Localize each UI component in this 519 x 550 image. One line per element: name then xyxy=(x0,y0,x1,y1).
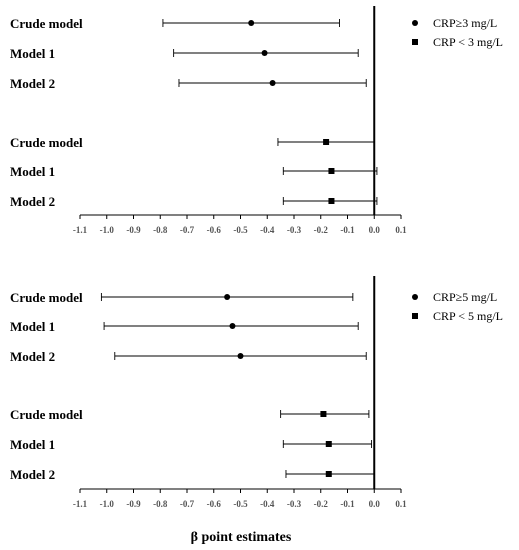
top-x-tick-label: 0.1 xyxy=(395,225,407,235)
bottom-x-tick-label: -1.0 xyxy=(100,499,115,509)
bottom-row-label: Model 2 xyxy=(10,467,55,482)
top-row-label: Crude model xyxy=(10,135,83,150)
top-x-tick-label: -0.2 xyxy=(314,225,329,235)
bottom-legend-square-marker xyxy=(412,313,418,319)
bottom-point-estimate-square xyxy=(320,411,327,417)
bottom-legend-label: CRP < 5 mg/L xyxy=(433,309,503,323)
top-point-estimate-circle xyxy=(269,80,276,86)
top-row-label: Model 2 xyxy=(10,76,55,91)
bottom-row-label: Model 1 xyxy=(10,319,55,334)
top-row-label: Model 2 xyxy=(10,194,55,209)
top-x-tick-label: -0.1 xyxy=(340,225,355,235)
bottom-x-tick-label: -0.7 xyxy=(180,499,195,509)
bottom-legend-circle-marker xyxy=(412,294,418,300)
bottom-x-tick-label: -0.2 xyxy=(314,499,329,509)
bottom-point-estimate-circle xyxy=(229,323,236,329)
top-x-tick-label: -0.6 xyxy=(207,225,222,235)
top-point-estimate-square xyxy=(328,198,335,204)
bottom-row-label: Crude model xyxy=(10,407,83,422)
top-x-tick-label: -0.9 xyxy=(126,225,141,235)
top-row-label: Crude model xyxy=(10,16,83,31)
top-x-tick-label: -0.4 xyxy=(260,225,275,235)
top-legend-circle-marker xyxy=(412,20,418,26)
top-row-label: Model 1 xyxy=(10,46,55,61)
bottom-x-tick-label: 0.0 xyxy=(369,499,381,509)
top-point-estimate-square xyxy=(323,139,330,145)
bottom-row-label: Crude model xyxy=(10,290,83,305)
bottom-x-tick-label: -1.1 xyxy=(73,499,88,509)
bottom-x-tick-label: -0.5 xyxy=(233,499,248,509)
bottom-x-tick-label: -0.4 xyxy=(260,499,275,509)
bottom-row-label: Model 1 xyxy=(10,437,55,452)
top-x-tick-label: -1.1 xyxy=(73,225,88,235)
bottom-x-tick-label: -0.3 xyxy=(287,499,302,509)
bottom-x-tick-label: -0.6 xyxy=(207,499,222,509)
x-axis-label: β point estimates xyxy=(191,530,292,545)
bottom-x-tick-label: -0.9 xyxy=(126,499,141,509)
top-x-tick-label: 0.0 xyxy=(369,225,381,235)
top-x-tick-label: -0.3 xyxy=(287,225,302,235)
bottom-point-estimate-circle xyxy=(237,353,244,359)
top-x-tick-label: -0.5 xyxy=(233,225,248,235)
top-row-label: Model 1 xyxy=(10,164,55,179)
bottom-row-label: Model 2 xyxy=(10,349,55,364)
bottom-point-estimate-square xyxy=(325,471,332,477)
bottom-x-tick-label: -0.8 xyxy=(153,499,168,509)
top-legend-label: CRP≥3 mg/L xyxy=(433,16,497,30)
bottom-point-estimate-circle xyxy=(224,294,231,300)
bottom-legend-label: CRP≥5 mg/L xyxy=(433,290,497,304)
top-x-tick-label: -0.8 xyxy=(153,225,168,235)
top-x-tick-label: -0.7 xyxy=(180,225,195,235)
top-legend-square-marker xyxy=(412,39,418,45)
top-legend-label: CRP < 3 mg/L xyxy=(433,35,503,49)
bottom-x-tick-label: 0.1 xyxy=(395,499,407,509)
top-point-estimate-circle xyxy=(261,50,268,56)
top-point-estimate-circle xyxy=(248,20,255,26)
bottom-point-estimate-square xyxy=(325,441,332,447)
top-x-tick-label: -1.0 xyxy=(100,225,115,235)
top-point-estimate-square xyxy=(328,168,335,174)
bottom-x-tick-label: -0.1 xyxy=(340,499,355,509)
